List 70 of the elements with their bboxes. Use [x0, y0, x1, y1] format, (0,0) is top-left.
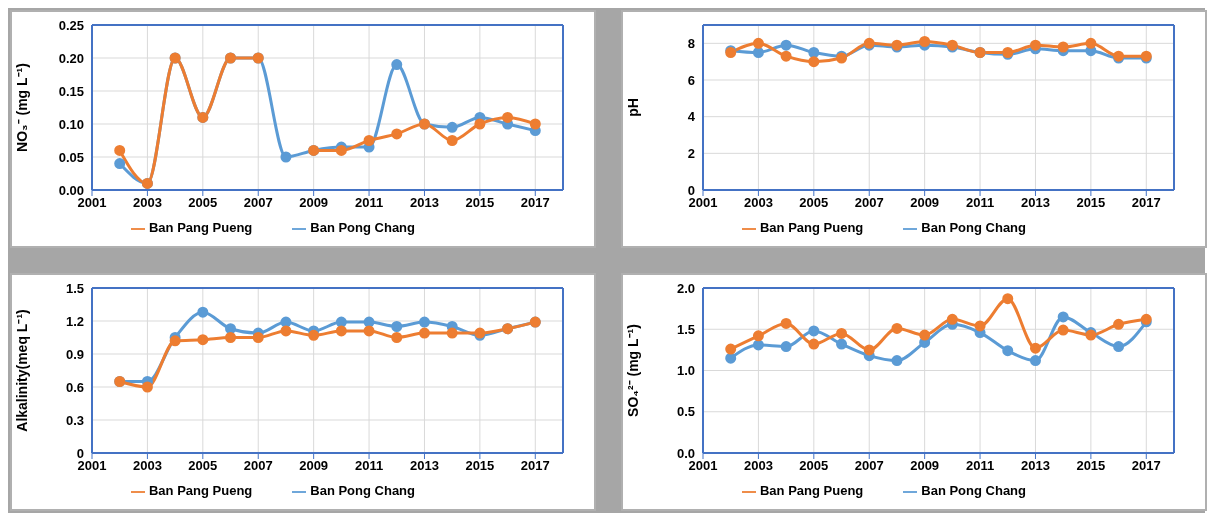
y-tick-label: 0.15 — [58, 83, 84, 99]
y-tick-label: 2.0 — [676, 280, 695, 296]
legend-label: Ban Pong Chang — [310, 220, 415, 235]
legend-label: Ban Pong Chang — [310, 483, 415, 498]
legend-label: Ban Pang Pueng — [759, 220, 864, 235]
y-tick-label: 4 — [687, 109, 696, 125]
legend-label: Ban Pang Pueng — [759, 483, 864, 498]
x-tick-label: 2009 — [299, 458, 329, 474]
x-tick-label: 2005 — [188, 458, 218, 474]
x-tick-label: 2005 — [799, 458, 829, 474]
legend-label: Ban Pong Chang — [921, 220, 1026, 235]
y-tick-label: 1.0 — [676, 363, 695, 379]
y-tick-label: 0.05 — [58, 149, 84, 165]
x-tick-label: 2015 — [1076, 195, 1106, 211]
y-tick-label: 0.3 — [65, 412, 84, 428]
x-tick-label: 2007 — [243, 195, 273, 211]
legend-label: Ban Pang Pueng — [148, 220, 253, 235]
x-tick-label: 2007 — [854, 195, 884, 211]
y-tick-label: 0.20 — [58, 50, 84, 66]
y-tick-label: 0.9 — [65, 346, 84, 362]
x-tick-label: 2003 — [743, 195, 773, 211]
x-tick-label: 2003 — [132, 458, 162, 474]
y-tick-label: 0 — [76, 445, 84, 461]
x-tick-label: 2003 — [132, 195, 162, 211]
x-tick-label: 2001 — [688, 458, 718, 474]
x-tick-label: 2011 — [965, 458, 995, 474]
y-tick-label: 0 — [687, 182, 695, 198]
x-tick-label: 2015 — [1076, 458, 1106, 474]
x-tick-label: 2005 — [799, 195, 829, 211]
y-axis-title: SO₄²⁻ (mg L⁻¹) — [624, 324, 641, 417]
y-tick-label: 1.2 — [65, 313, 84, 329]
x-tick-label: 2001 — [77, 195, 107, 211]
x-tick-label: 2007 — [243, 458, 273, 474]
x-tick-label: 2001 — [77, 458, 107, 474]
y-tick-label: 0.5 — [676, 404, 695, 420]
x-tick-label: 2005 — [188, 195, 218, 211]
x-tick-label: 2017 — [520, 458, 550, 474]
x-tick-label: 2011 — [354, 195, 384, 211]
x-tick-label: 2017 — [1131, 458, 1161, 474]
x-tick-label: 2011 — [354, 458, 384, 474]
x-tick-label: 2013 — [1021, 458, 1050, 474]
x-tick-label: 2015 — [465, 195, 495, 211]
x-tick-label: 2009 — [910, 195, 940, 211]
y-tick-label: 2 — [687, 145, 695, 161]
y-tick-label: 0.10 — [58, 116, 84, 132]
x-tick-label: 2013 — [410, 195, 439, 211]
y-axis-title: Alkalinity(meq L⁻¹) — [13, 309, 30, 432]
legend-label: Ban Pang Pueng — [148, 483, 253, 498]
x-tick-label: 2011 — [965, 195, 995, 211]
y-tick-label: 1.5 — [676, 321, 695, 337]
x-tick-label: 2009 — [299, 195, 329, 211]
y-tick-label: 0.6 — [65, 379, 84, 395]
x-tick-label: 2009 — [910, 458, 940, 474]
x-tick-label: 2017 — [520, 195, 550, 211]
x-tick-label: 2003 — [743, 458, 773, 474]
x-tick-label: 2007 — [854, 458, 884, 474]
x-tick-label: 2013 — [1021, 195, 1050, 211]
y-axis-title: pH — [624, 98, 641, 117]
x-tick-label: 2001 — [688, 195, 718, 211]
legend-label: Ban Pong Chang — [921, 483, 1026, 498]
y-tick-label: 0.0 — [676, 445, 695, 461]
x-tick-label: 2017 — [1131, 195, 1161, 211]
y-tick-label: 1.5 — [65, 280, 84, 296]
y-tick-label: 6 — [687, 72, 695, 88]
y-tick-label: 0.00 — [58, 182, 84, 198]
y-tick-label: 0.25 — [58, 17, 84, 33]
y-tick-label: 8 — [687, 35, 695, 51]
x-tick-label: 2015 — [465, 458, 495, 474]
y-axis-title: NO₃⁻ (mg L⁻¹) — [13, 63, 30, 152]
x-tick-label: 2013 — [410, 458, 439, 474]
